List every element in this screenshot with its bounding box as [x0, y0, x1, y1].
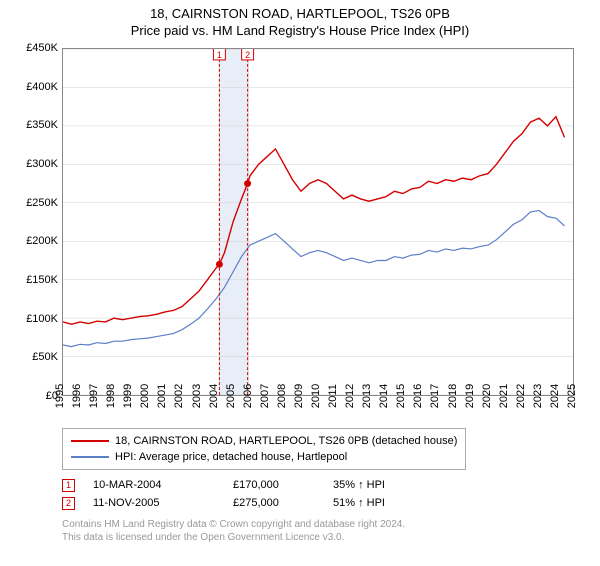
x-tick-label: 2019	[459, 384, 475, 408]
x-tick-label: 2012	[340, 384, 356, 408]
chart-area: 12 £0£50K£100K£150K£200K£250K£300K£350K£…	[20, 42, 580, 422]
legend: 18, CAIRNSTON ROAD, HARTLEPOOL, TS26 0PB…	[62, 428, 466, 470]
x-tick-label: 1996	[67, 384, 83, 408]
legend-item-property: 18, CAIRNSTON ROAD, HARTLEPOOL, TS26 0PB…	[71, 433, 457, 449]
legend-label: 18, CAIRNSTON ROAD, HARTLEPOOL, TS26 0PB…	[115, 435, 457, 447]
x-tick-label: 2013	[357, 384, 373, 408]
x-tick-label: 2010	[306, 384, 322, 408]
y-tick-label: £350K	[26, 119, 62, 131]
footer-attribution: Contains HM Land Registry data © Crown c…	[62, 518, 600, 544]
x-tick-label: 2009	[289, 384, 305, 408]
transaction-row: 2 11-NOV-2005 £275,000 51% ↑ HPI	[62, 494, 600, 512]
transaction-price: £170,000	[233, 479, 333, 491]
transaction-table: 1 10-MAR-2004 £170,000 35% ↑ HPI 2 11-NO…	[62, 476, 600, 512]
svg-text:2: 2	[245, 50, 250, 60]
title-subtitle: Price paid vs. HM Land Registry's House …	[0, 23, 600, 38]
y-tick-label: £200K	[26, 235, 62, 247]
x-tick-label: 2002	[169, 384, 185, 408]
legend-item-hpi: HPI: Average price, detached house, Hart…	[71, 449, 457, 465]
transaction-marker-number: 1	[66, 480, 71, 490]
y-tick-label: £300K	[26, 158, 62, 170]
transaction-marker-icon: 2	[62, 497, 75, 510]
y-tick-label: £250K	[26, 197, 62, 209]
x-tick-label: 2003	[186, 384, 202, 408]
x-tick-label: 2014	[374, 384, 390, 408]
x-tick-label: 2007	[255, 384, 271, 408]
x-tick-label: 2011	[323, 384, 339, 408]
x-tick-label: 2008	[272, 384, 288, 408]
legend-swatch	[71, 440, 109, 442]
x-tick-label: 2018	[442, 384, 458, 408]
transaction-marker-icon: 1	[62, 479, 75, 492]
x-tick-label: 2021	[493, 384, 509, 408]
plot-svg: 12	[63, 49, 573, 395]
x-tick-label: 1995	[50, 384, 66, 408]
transaction-marker-number: 2	[66, 498, 71, 508]
x-tick-label: 2015	[391, 384, 407, 408]
transaction-date: 10-MAR-2004	[93, 479, 233, 491]
x-tick-label: 1997	[84, 384, 100, 408]
y-tick-label: £50K	[32, 351, 62, 363]
transaction-diff: 35% ↑ HPI	[333, 479, 433, 491]
x-tick-label: 2004	[203, 384, 219, 408]
x-tick-label: 2005	[220, 384, 236, 408]
legend-swatch	[71, 456, 109, 458]
x-tick-label: 2025	[562, 384, 578, 408]
x-tick-label: 2006	[237, 384, 253, 408]
y-tick-label: £150K	[26, 274, 62, 286]
y-tick-label: £100K	[26, 313, 62, 325]
x-tick-label: 2024	[545, 384, 561, 408]
x-tick-label: 2016	[408, 384, 424, 408]
x-tick-label: 2001	[152, 384, 168, 408]
title-address: 18, CAIRNSTON ROAD, HARTLEPOOL, TS26 0PB	[0, 6, 600, 21]
footer-line: This data is licensed under the Open Gov…	[62, 531, 600, 544]
figure: 18, CAIRNSTON ROAD, HARTLEPOOL, TS26 0PB…	[0, 6, 600, 566]
transaction-row: 1 10-MAR-2004 £170,000 35% ↑ HPI	[62, 476, 600, 494]
legend-label: HPI: Average price, detached house, Hart…	[115, 451, 347, 463]
x-tick-label: 1999	[118, 384, 134, 408]
transaction-diff: 51% ↑ HPI	[333, 497, 433, 509]
x-tick-label: 2022	[511, 384, 527, 408]
transaction-price: £275,000	[233, 497, 333, 509]
svg-text:1: 1	[217, 50, 222, 60]
y-tick-label: £450K	[26, 42, 62, 54]
transaction-date: 11-NOV-2005	[93, 497, 233, 509]
x-tick-label: 1998	[101, 384, 117, 408]
x-tick-label: 2020	[476, 384, 492, 408]
plot-area: 12	[62, 48, 574, 396]
y-tick-label: £400K	[26, 81, 62, 93]
x-tick-label: 2000	[135, 384, 151, 408]
x-tick-label: 2017	[425, 384, 441, 408]
footer-line: Contains HM Land Registry data © Crown c…	[62, 518, 600, 531]
x-tick-label: 2023	[528, 384, 544, 408]
